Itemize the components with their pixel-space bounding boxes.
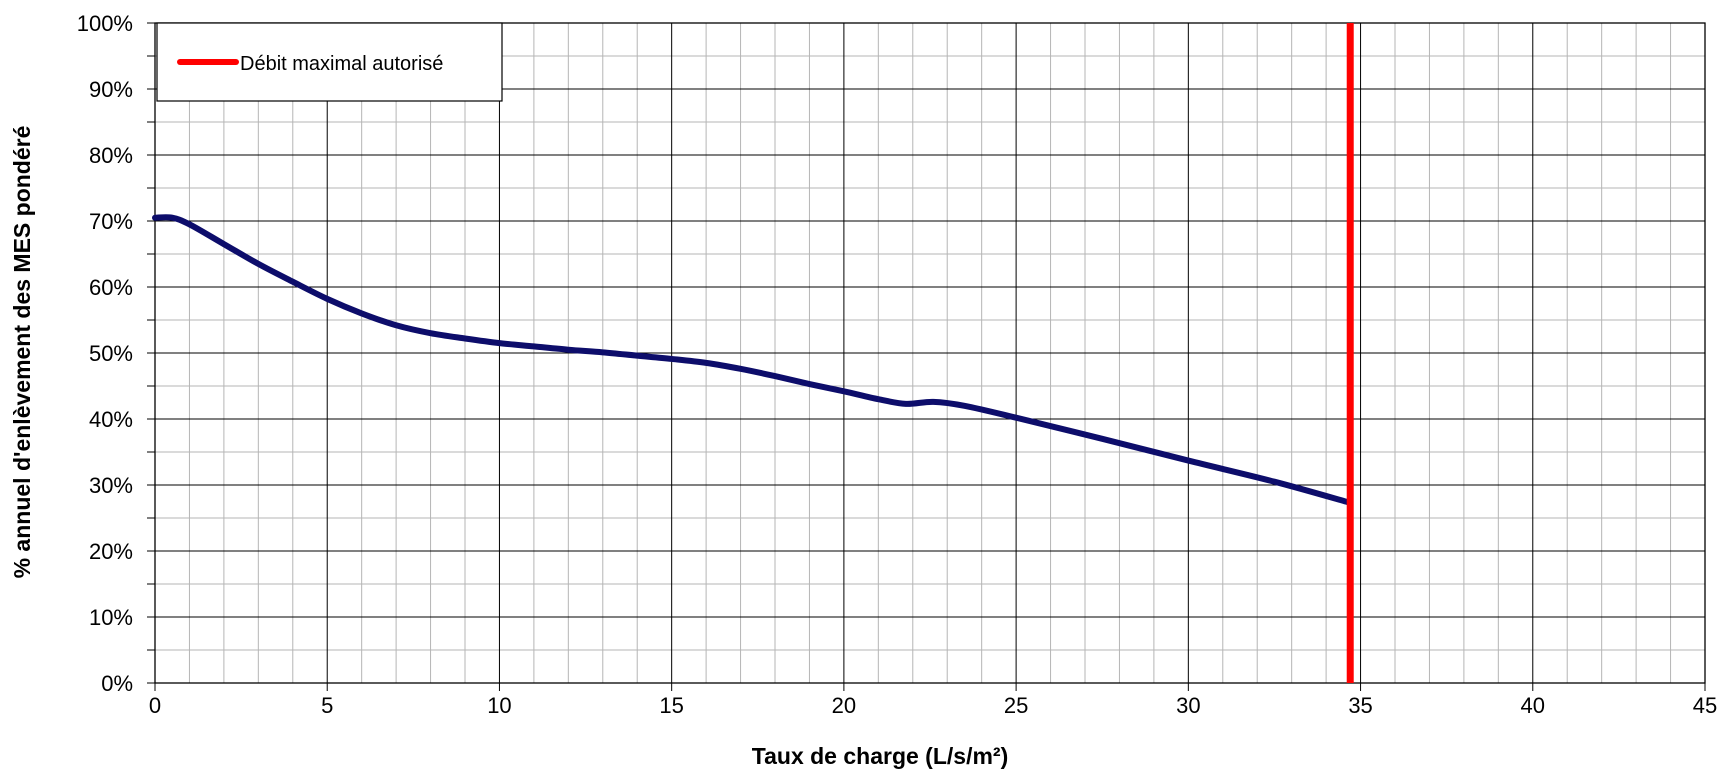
x-tick-label: 35 — [1348, 693, 1372, 718]
y-tick-label: 20% — [89, 539, 133, 564]
x-tick-label: 15 — [659, 693, 683, 718]
legend-label-max-flow: Débit maximal autorisé — [240, 53, 443, 75]
x-tick-label: 10 — [487, 693, 511, 718]
y-axis-title: % annuel d'enlèvement des MES pondéré — [9, 126, 35, 579]
y-tick-label: 40% — [89, 407, 133, 432]
x-axis-title: Taux de charge (L/s/m²) — [752, 743, 1008, 769]
x-tick-label: 30 — [1176, 693, 1200, 718]
y-tick-label: 0% — [101, 671, 133, 696]
plot-border — [147, 22, 1706, 691]
y-tick-label: 70% — [89, 209, 133, 234]
y-tick-label: 60% — [89, 275, 133, 300]
y-tick-label: 100% — [77, 11, 133, 36]
x-tick-label: 0 — [149, 693, 161, 718]
x-tick-label: 45 — [1693, 693, 1717, 718]
y-tick-label: 10% — [89, 605, 133, 630]
x-tick-label: 40 — [1521, 693, 1545, 718]
y-tick-label: 30% — [89, 473, 133, 498]
removal-curve-line — [152, 214, 1354, 506]
y-axis-ticks: 0% 10% 20% 30% 40% 50% 60% 70% 80% 90% 100% — [77, 11, 133, 696]
x-axis-ticks: 0 5 10 15 20 25 30 35 40 45 — [149, 693, 1717, 718]
x-tick-label: 5 — [321, 693, 333, 718]
y-tick-label: 50% — [89, 341, 133, 366]
x-tick-label: 25 — [1004, 693, 1028, 718]
legend: Débit maximal autorisé — [156, 22, 503, 102]
y-tick-label: 80% — [89, 143, 133, 168]
series-layer — [152, 23, 1354, 683]
y-tick-label: 90% — [89, 77, 133, 102]
x-tick-label: 20 — [832, 693, 856, 718]
plot-area-frame — [154, 22, 1706, 684]
